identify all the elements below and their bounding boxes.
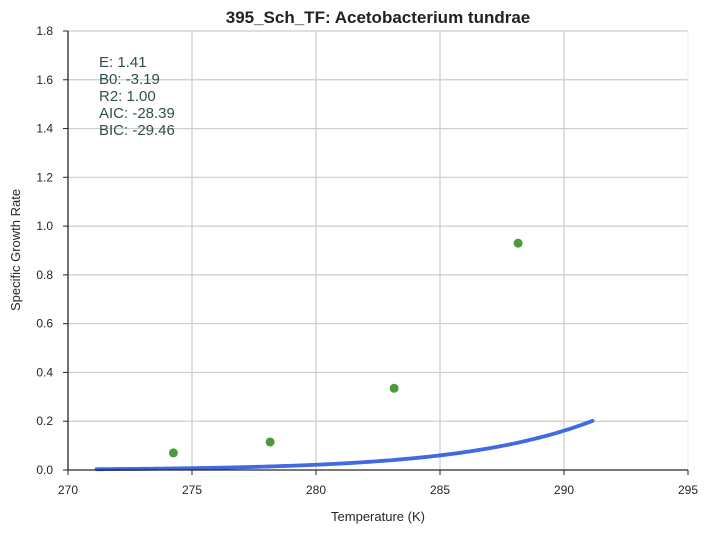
y-tick-label: 0.4 [36,365,53,379]
y-tick-label: 0.6 [36,317,53,331]
fit-statistic-line: AIC: -28.39 [99,105,175,122]
x-tick-label: 280 [306,483,326,497]
y-tick-label: 0.8 [36,268,53,282]
axes [63,30,689,475]
data-point [265,437,275,447]
fit-statistic-line: BIC: -29.46 [99,122,175,139]
data-point [168,448,178,458]
fit-statistic-line: E: 1.41 [99,54,147,71]
x-tick-label: 290 [554,483,574,497]
tick-labels: 270 275 280 285 290 295 0.0 0.2 0.4 0.6 0.8 1.0 1.2 1… [36,24,698,497]
y-axis-label: Specific Growth Rate [8,189,23,311]
x-axis-label: Temperature (K) [331,509,425,524]
chart-title: 395_Sch_TF: Acetobacterium tundrae [226,8,531,27]
fit-statistic-line: B0: -3.19 [99,71,160,88]
y-tick-label: 1.8 [36,24,53,38]
y-tick-label: 1.0 [36,219,53,233]
fit-statistic-line: R2: 1.00 [99,88,156,105]
y-tick-label: 1.2 [36,170,53,184]
data-point [513,238,523,248]
x-tick-label: 275 [182,483,202,497]
y-tick-label: 1.4 [36,122,53,136]
x-tick-label: 270 [58,483,78,497]
fitted-curve [94,418,595,472]
y-tick-label: 0.2 [36,414,53,428]
x-tick-label: 295 [678,483,698,497]
grid-lines [68,30,689,470]
y-tick-label: 1.6 [36,73,53,87]
data-point [389,383,399,393]
x-tick-label: 285 [430,483,450,497]
y-tick-label: 0.0 [36,463,53,477]
data-points-group [168,238,523,458]
fitted-curve-group [94,418,595,472]
